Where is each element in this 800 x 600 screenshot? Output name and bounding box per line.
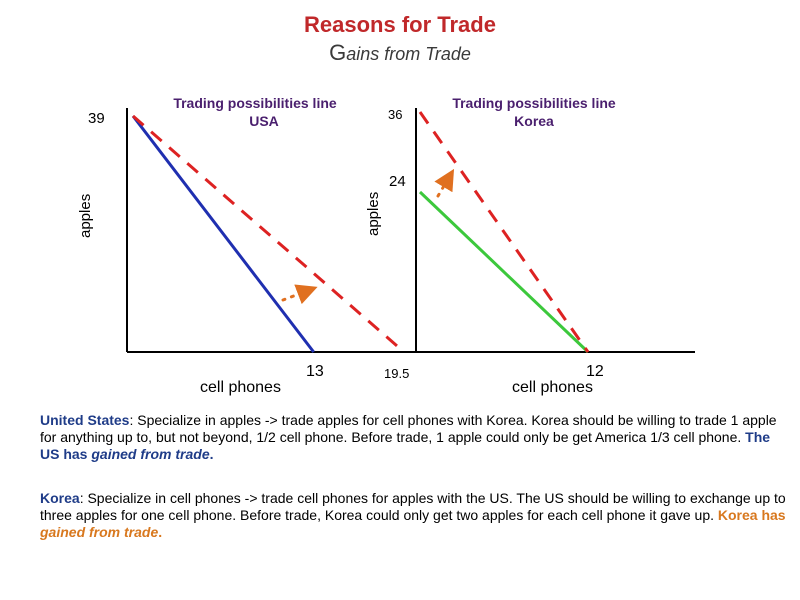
korea-x-label: cell phones (512, 379, 593, 396)
usa-x-tick-13: 13 (306, 363, 324, 380)
subtitle-initial: G (329, 40, 347, 65)
us-label: United States (40, 412, 130, 428)
usa-chart: 39 13 19.5 cell phones apples Trading po… (77, 95, 418, 396)
trade-charts: 39 13 19.5 cell phones apples Trading po… (77, 95, 695, 396)
us-conclusion-a: The US has (40, 429, 771, 462)
us-conclusion-c: . (209, 446, 214, 462)
korea-y-label: apples (365, 192, 382, 236)
usa-trade-line (132, 114, 405, 354)
usa-production-line (131, 115, 315, 353)
usa-chart-title-line1: Trading possibilities line (173, 95, 337, 111)
page-title: Reasons for Trade (304, 12, 496, 37)
korea-chart-title-line2: Korea (514, 113, 554, 129)
korea-trade-line (418, 111, 590, 353)
us-conclusion-b: gained from trade (91, 446, 210, 462)
usa-chart-title-line2: USA (249, 113, 279, 129)
subtitle-rest: ains from Trade (346, 44, 471, 64)
korea-body: : Specialize in cell phones -> trade cel… (40, 490, 786, 523)
usa-x-label: cell phones (200, 379, 281, 396)
korea-gain-arrow (434, 168, 455, 198)
korea-y-tick-24: 24 (389, 173, 406, 190)
usa-gain-arrow (281, 284, 318, 305)
usa-x-tick-19-5: 19.5 (384, 366, 409, 381)
korea-conclusion-a: Korea has (717, 507, 786, 523)
korea-y-tick-36: 36 (388, 107, 402, 122)
korea-label: Korea (40, 490, 80, 506)
korea-production-line (418, 190, 590, 354)
korea-conclusion-b: gained from trade (40, 524, 159, 540)
usa-y-label: apples (77, 194, 94, 238)
korea-chart-title-line1: Trading possibilities line (452, 95, 616, 111)
korea-chart: 36 24 12 cell phones apples Trading poss… (365, 95, 695, 396)
korea-x-tick-12: 12 (586, 363, 604, 380)
usa-y-tick: 39 (88, 110, 105, 127)
us-paragraph: United States: Specialize in apples -> t… (40, 412, 788, 463)
korea-paragraph: Korea: Specialize in cell phones -> trad… (40, 490, 788, 541)
page-subtitle: Gains from Trade (0, 40, 800, 66)
us-body: : Specialize in apples -> trade apples f… (40, 412, 777, 445)
korea-conclusion-c: . (158, 524, 163, 540)
